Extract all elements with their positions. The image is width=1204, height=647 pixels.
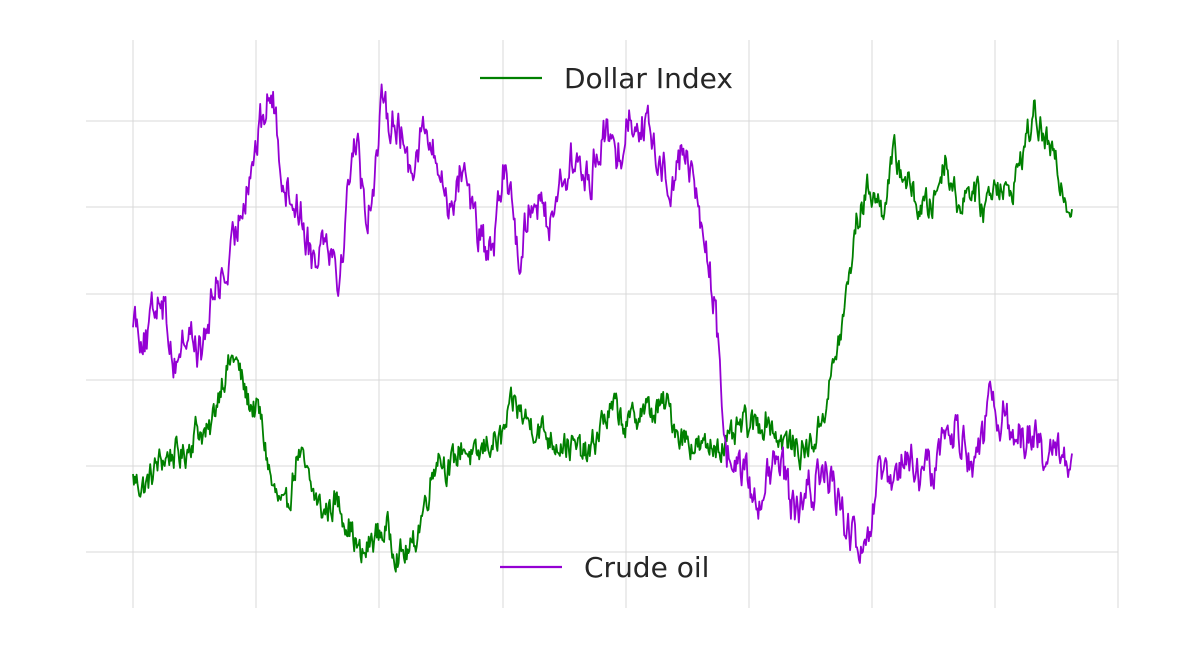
legend-label-crude-oil: Crude oil bbox=[584, 551, 709, 584]
series-line-dollar-index bbox=[132, 99, 1073, 573]
series-line-crude-oil bbox=[132, 83, 1073, 564]
series-lines bbox=[132, 83, 1073, 573]
legend-label-dollar-index: Dollar Index bbox=[564, 62, 733, 95]
legend-crude-oil: Crude oil bbox=[500, 551, 709, 584]
legend-dollar-index: Dollar Index bbox=[480, 62, 733, 95]
gridlines bbox=[86, 40, 1119, 608]
